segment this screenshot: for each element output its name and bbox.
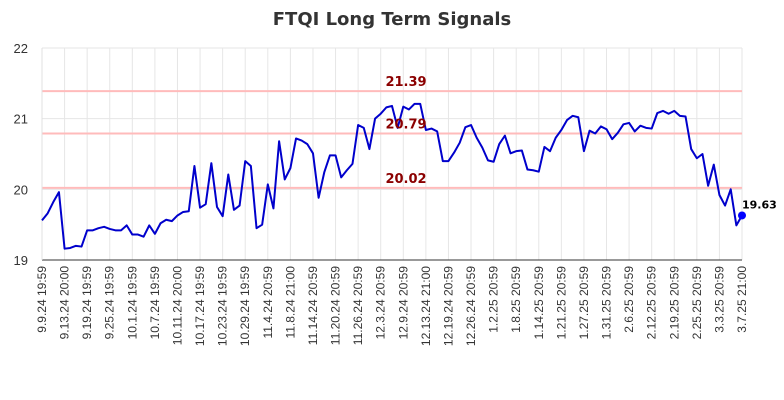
y-tick-label: 22: [14, 41, 28, 56]
x-tick-label: 9.25.24 19:59: [103, 266, 117, 340]
x-tick-label: 11.26.24 20:59: [351, 266, 365, 346]
series-layer: [41, 102, 746, 250]
x-tick-label: 11.8.24 21:00: [283, 266, 297, 339]
x-tick-label: 1.27.25 20:59: [577, 266, 591, 340]
series-line: [41, 102, 743, 250]
x-tick-label: 1.2.25 20:59: [487, 266, 501, 333]
reference-lines: [42, 90, 742, 189]
x-tick-label: 10.29.24 19:59: [238, 266, 252, 346]
reference-label: 20.02: [385, 172, 426, 187]
x-tick-label: 12.26.24 20:59: [464, 266, 478, 346]
last-value-point: [738, 211, 746, 220]
x-tick-label: 10.11.24 20:00: [170, 266, 184, 346]
x-tick-label: 1.21.25 20:59: [554, 266, 568, 340]
reference-label: 20.79: [385, 118, 426, 133]
y-tick-label: 19: [14, 253, 28, 268]
x-tick-label: 10.17.24 19:59: [193, 266, 207, 346]
x-tick-label: 2.6.25 20:59: [622, 266, 636, 333]
labels-layer: 19 20 21 22 21.39 20.79 20.02 19.63 9.9.24 19:59…: [14, 41, 777, 346]
reference-label: 21.39: [385, 75, 426, 90]
x-tick-label: 12.13.24 21:00: [419, 266, 433, 346]
x-tick-label: 1.31.25 20:59: [600, 266, 614, 340]
axes: [41, 48, 742, 261]
chart-title: FTQI Long Term Signals: [273, 9, 512, 30]
x-tick-label: 10.1.24 19:59: [125, 266, 139, 340]
y-tick-label: 20: [14, 182, 28, 197]
x-tick-label: 1.8.25 20:59: [509, 266, 523, 333]
x-tick-label: 9.19.24 19:59: [80, 266, 94, 340]
x-tick-label: 11.20.24 20:59: [329, 266, 343, 346]
x-tick-label: 12.19.24 20:59: [441, 266, 455, 346]
x-tick-label: 9.13.24 20:00: [58, 266, 72, 340]
x-tick-label: 9.9.24 19:59: [35, 266, 49, 333]
x-tick-label: 11.4.24 20:59: [261, 266, 275, 339]
x-tick-label: 12.3.24 20:59: [374, 266, 388, 340]
x-tick-label: 2.25.25 20:59: [690, 266, 704, 340]
x-tick-label: 10.23.24 19:59: [216, 266, 230, 346]
x-tick-label: 1.14.25 20:59: [532, 266, 546, 340]
x-tick-label: 11.14.24 20:59: [306, 266, 320, 346]
x-tick-label: 2.12.25 20:59: [645, 266, 659, 340]
y-tick-label: 21: [14, 112, 28, 127]
x-tick-label: 10.7.24 19:59: [148, 266, 162, 340]
x-tick-label: 3.3.25 20:59: [712, 266, 726, 333]
x-tick-label: 3.7.25 21:00: [735, 266, 749, 333]
x-tick-label: 2.19.25 20:59: [667, 266, 681, 340]
last-value-label: 19.63: [742, 198, 777, 211]
x-tick-label: 12.9.24 20:59: [396, 266, 410, 340]
